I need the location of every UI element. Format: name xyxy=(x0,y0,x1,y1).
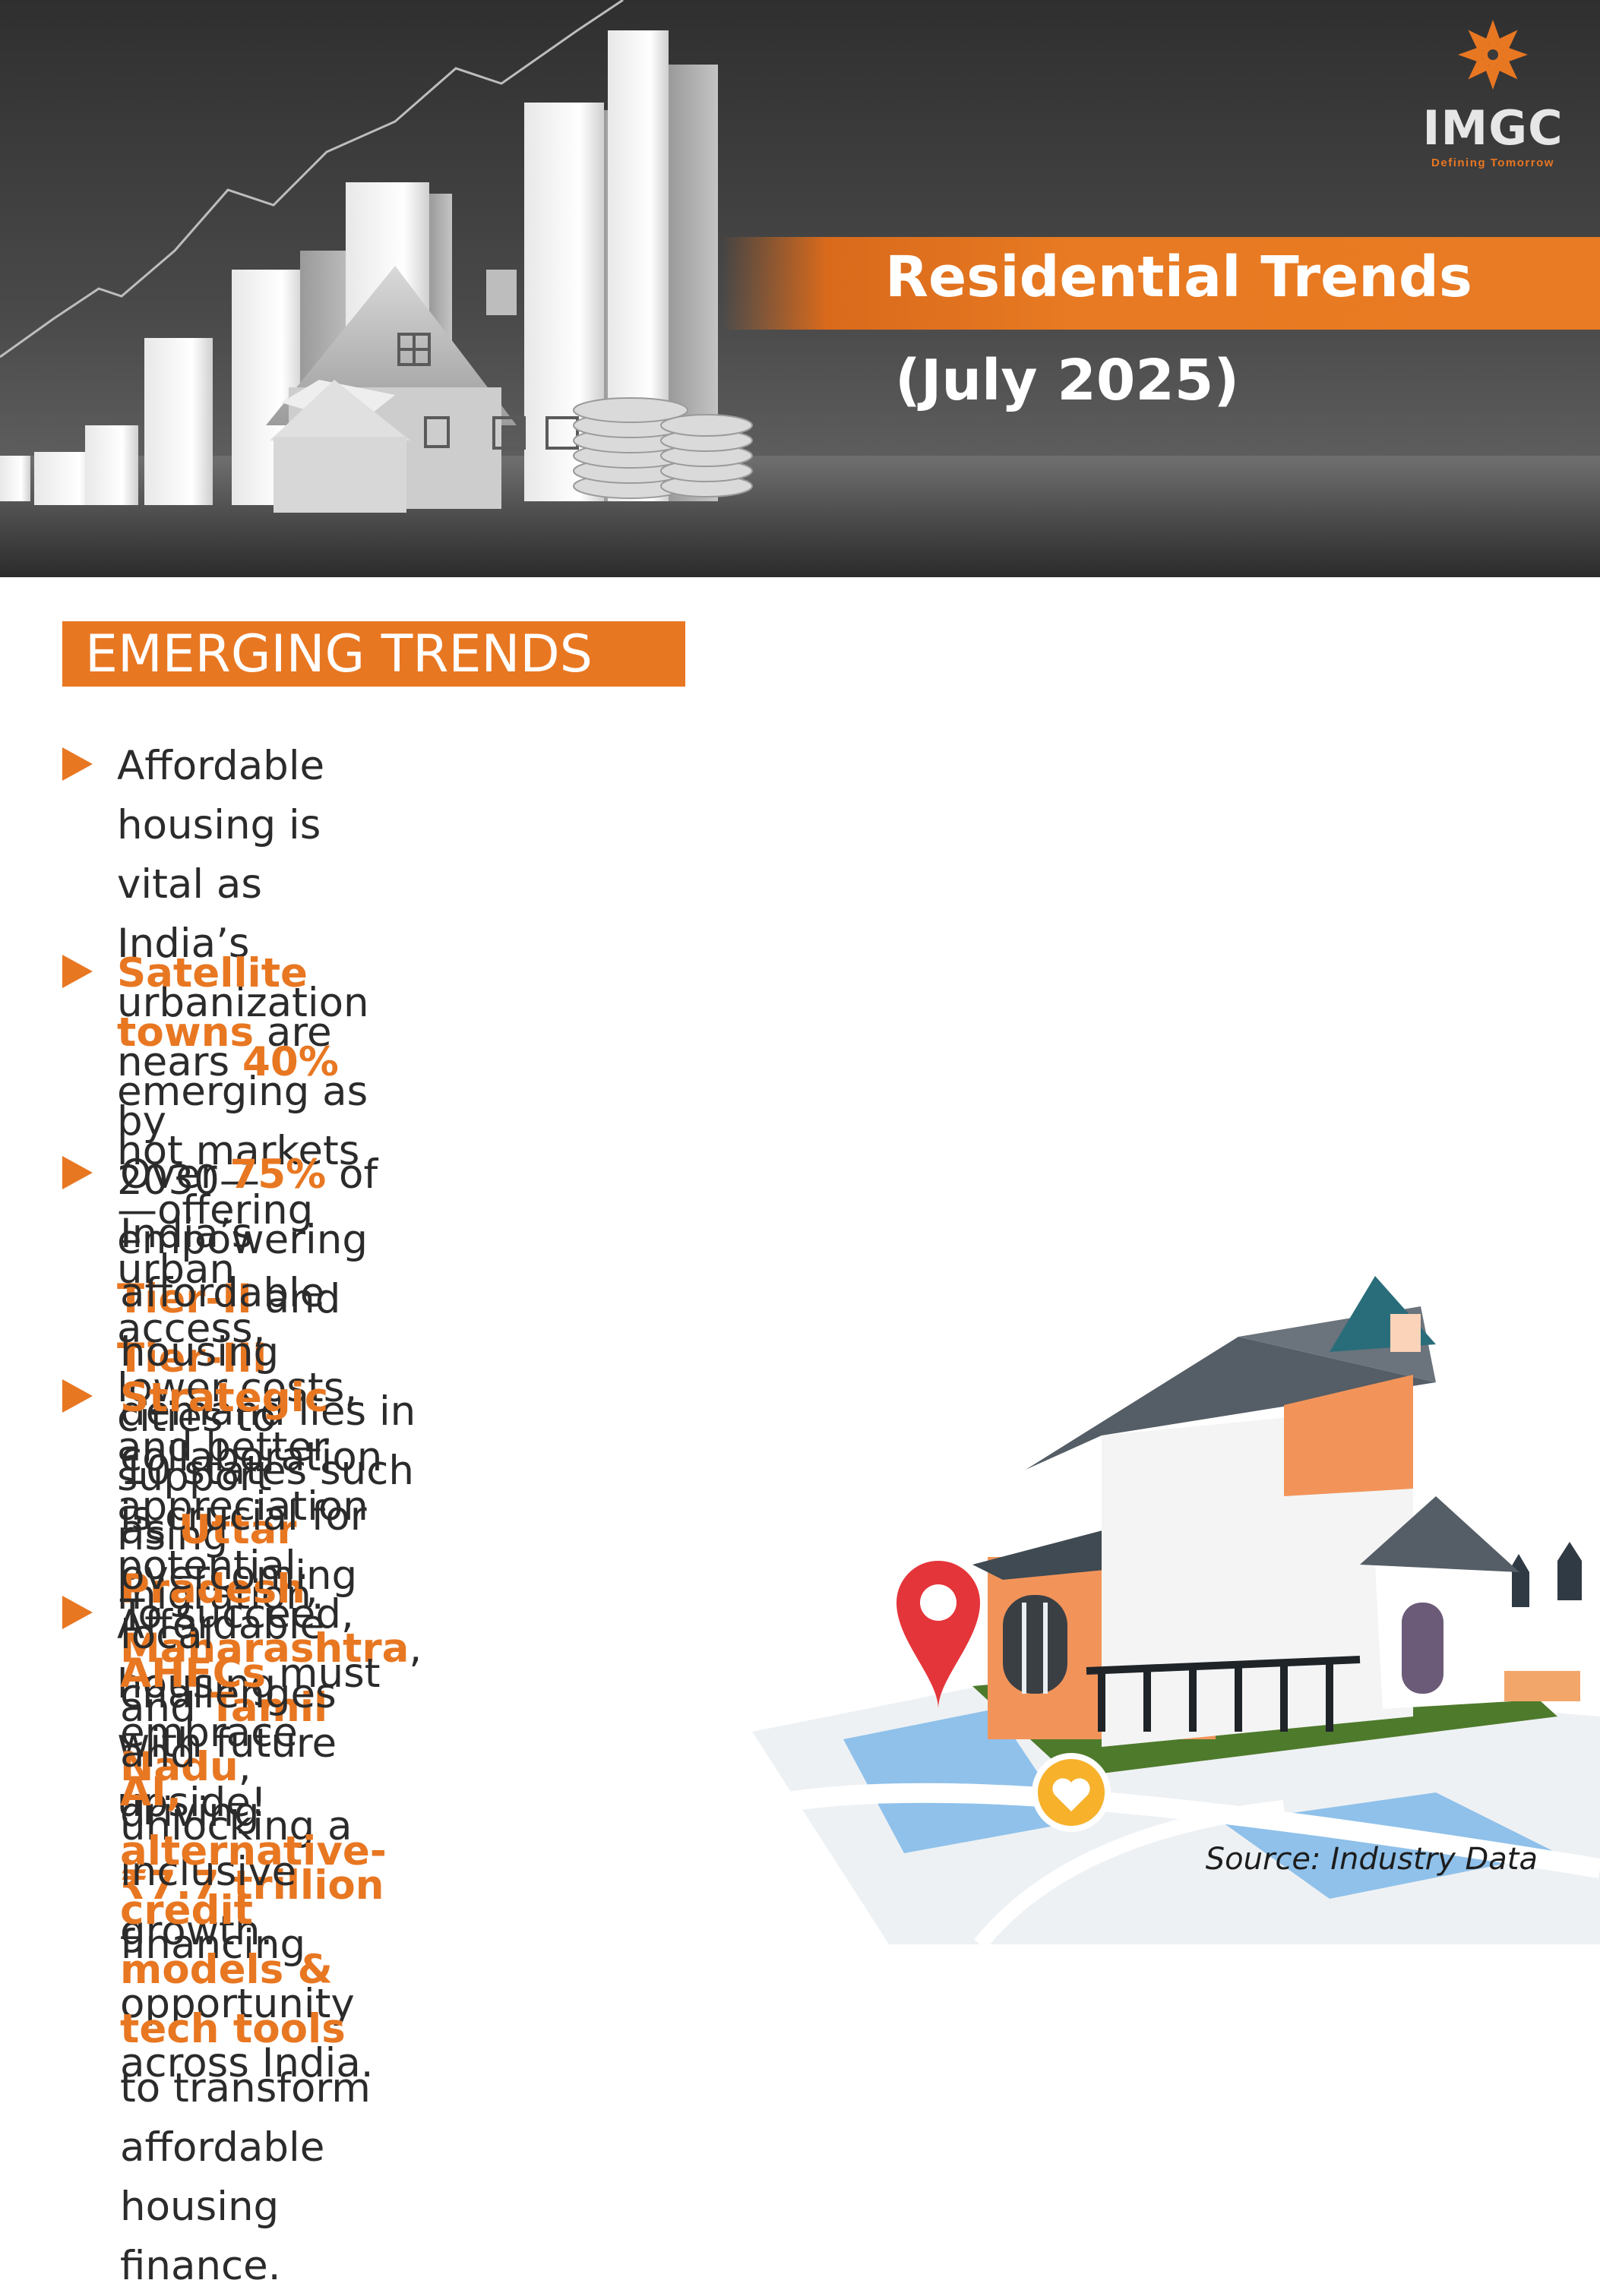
highlight-text: 75% xyxy=(229,1151,327,1198)
bullet-arrow-icon xyxy=(62,747,93,781)
header-banner: Residential Trends (July 2025) IMGC Defi… xyxy=(0,0,1600,577)
body-text: with future upside! xyxy=(117,1720,337,1826)
body-text: must embrace xyxy=(120,1650,381,1756)
section-title: EMERGING TRENDS xyxy=(85,624,593,684)
highlight-text: Uttar Pradesh xyxy=(120,1507,305,1612)
bullet-arrow-icon xyxy=(62,1596,93,1629)
body-text: to transform xyxy=(120,2065,371,2111)
bullet-arrow-icon xyxy=(62,1379,93,1413)
house-map-illustration xyxy=(752,1276,1600,1944)
imgc-logo: IMGC Defining Tomorrow xyxy=(1413,17,1573,169)
bullet-arrow-icon xyxy=(62,1156,93,1189)
logo-tagline: Defining Tomorrow xyxy=(1431,156,1554,169)
highlight-text: Tamil Nadu xyxy=(120,1685,328,1790)
body-text: lower costs, and better appreciation pot… xyxy=(117,1365,368,1707)
body-text: Over xyxy=(120,1151,230,1198)
body-text: To succeed, xyxy=(120,1591,354,1638)
body-text: overcoming local challenges and xyxy=(120,1552,358,1776)
bullet-text: Strategic collaboration is crucial for ov… xyxy=(120,1369,382,1961)
highlight-text: 40% xyxy=(242,1039,339,1085)
bullet-text: To succeed, AHFCs must embrace AI, altern… xyxy=(120,1585,387,2296)
highlight-text: Tier-II xyxy=(117,1276,252,1322)
body-text: are emerging as hot markets—offering urb… xyxy=(117,1009,368,1352)
page-title: Residential Trends xyxy=(885,245,1472,310)
title-band xyxy=(722,237,1600,330)
body-text: rising migration. xyxy=(117,1513,324,1619)
highlight-text: AHFCs xyxy=(120,1650,267,1697)
page-subtitle: (July 2025) xyxy=(895,348,1240,413)
highlight-text: Satellite towns xyxy=(117,950,308,1056)
body-text: affordable housing finance. xyxy=(120,2124,325,2289)
bullet-arrow-icon xyxy=(62,955,93,988)
body-text: as xyxy=(120,1507,179,1553)
lotus-logo-icon xyxy=(1458,20,1528,90)
body-text: cities to support xyxy=(117,1394,277,1500)
body-text: collaboration is crucial for xyxy=(120,1434,383,1540)
bullet-text: Affordable housing is vital as India’s u… xyxy=(117,737,369,1625)
bar-chart-house-illustration xyxy=(0,0,753,513)
body-text: by xyxy=(117,1098,167,1145)
highlight-text: Strategic xyxy=(120,1375,329,1421)
body-text: Affordable housing is vital as India’s u… xyxy=(117,743,369,1085)
bullet-text: Satellite towns are emerging as hot mark… xyxy=(117,944,368,1833)
highlight-text: Tier-III xyxy=(117,1335,267,1382)
body-text: 2030—empowering xyxy=(117,1157,368,1263)
body-text: , unlocking a xyxy=(120,1744,353,1849)
highlight-text: AI, alternative-credit models & xyxy=(120,1769,387,1993)
body-text: of India’s affordable housing demand lie… xyxy=(120,1151,416,1494)
section-badge xyxy=(62,621,685,687)
body-text: , xyxy=(305,1566,318,1612)
highlight-text: ₹7.7 trillion xyxy=(120,1862,384,1909)
body-text: driving inclusive growth. xyxy=(120,1789,297,1954)
body-text: , and xyxy=(120,1625,422,1731)
source-note: Source: Industry Data xyxy=(1205,1842,1538,1877)
body-text: and xyxy=(251,1276,341,1322)
highlight-text: Maharashtra xyxy=(120,1625,409,1672)
highlight-text: tech tools xyxy=(120,2006,346,2052)
logo-name: IMGC xyxy=(1422,100,1564,156)
